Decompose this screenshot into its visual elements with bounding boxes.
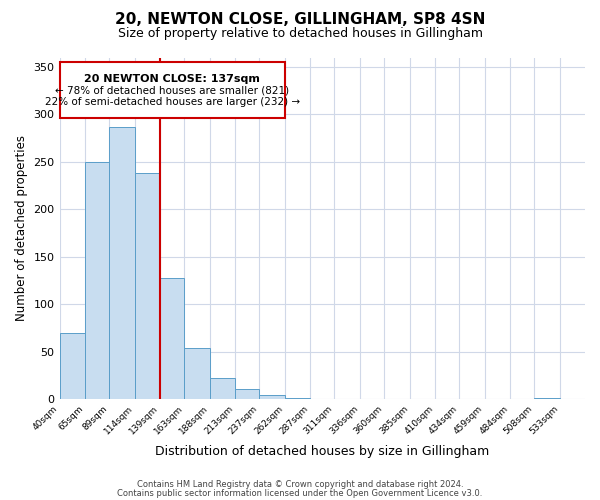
Text: 22% of semi-detached houses are larger (232) →: 22% of semi-detached houses are larger (… (44, 98, 300, 108)
Bar (59, 333, 85, 399)
Bar (259, 396, 285, 399)
Bar (109, 127, 134, 399)
Text: Contains public sector information licensed under the Open Government Licence v3: Contains public sector information licen… (118, 488, 482, 498)
Bar (209, 378, 235, 399)
Bar (184, 348, 209, 399)
FancyBboxPatch shape (59, 62, 285, 118)
Bar (160, 278, 184, 399)
Text: 20 NEWTON CLOSE: 137sqm: 20 NEWTON CLOSE: 137sqm (84, 74, 260, 84)
Bar (85, 162, 109, 399)
Bar (235, 389, 259, 399)
Text: 20, NEWTON CLOSE, GILLINGHAM, SP8 4SN: 20, NEWTON CLOSE, GILLINGHAM, SP8 4SN (115, 12, 485, 28)
Text: ← 78% of detached houses are smaller (821): ← 78% of detached houses are smaller (82… (55, 86, 289, 96)
Bar (534, 398, 560, 399)
Bar (134, 174, 160, 399)
Y-axis label: Number of detached properties: Number of detached properties (15, 136, 28, 322)
Text: Size of property relative to detached houses in Gillingham: Size of property relative to detached ho… (118, 28, 482, 40)
X-axis label: Distribution of detached houses by size in Gillingham: Distribution of detached houses by size … (155, 444, 490, 458)
Bar (285, 398, 310, 399)
Text: Contains HM Land Registry data © Crown copyright and database right 2024.: Contains HM Land Registry data © Crown c… (137, 480, 463, 489)
